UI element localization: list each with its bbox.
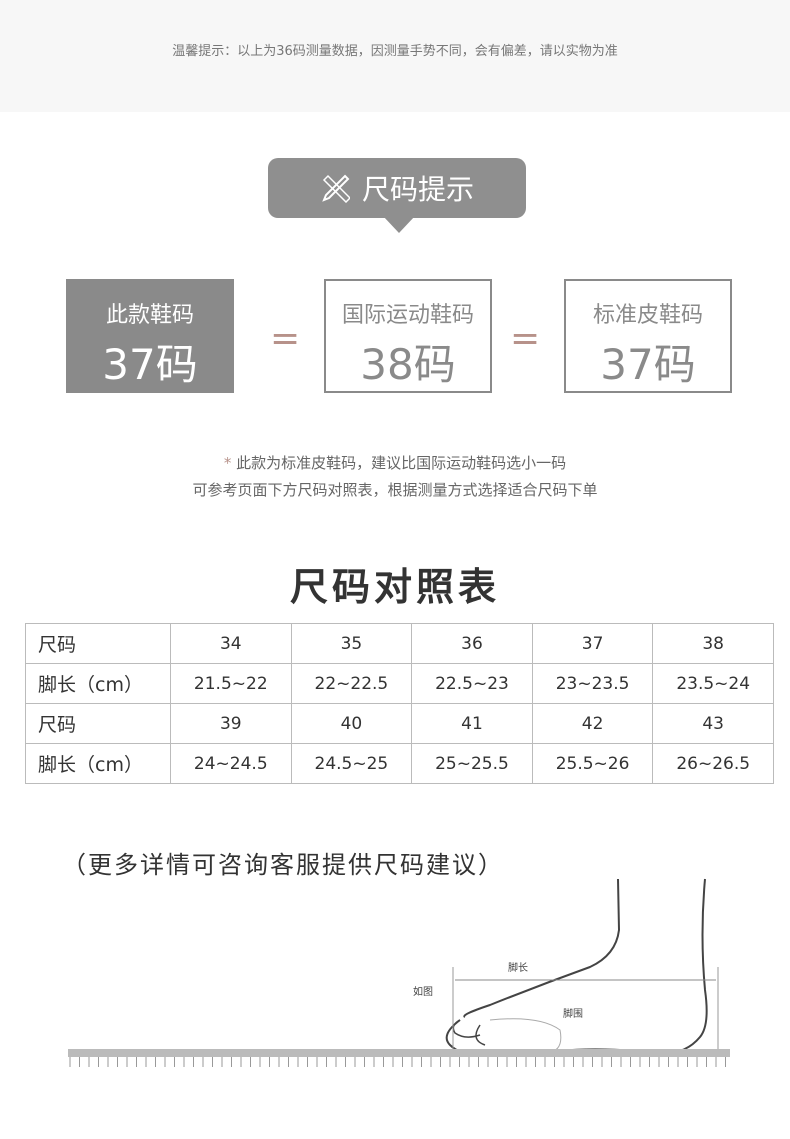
table-cell: 21.5~22 xyxy=(170,663,292,704)
ruler xyxy=(68,1049,730,1057)
note-line-1: * 此款为标准皮鞋码，建议比国际运动鞋码选小一码 xyxy=(0,452,790,473)
table-cell: 23.5~24 xyxy=(652,663,774,704)
this-shoe-size-box: 此款鞋码 37码 xyxy=(66,279,234,393)
row-header: 脚长（cm） xyxy=(25,743,171,784)
size-label: 此款鞋码 xyxy=(105,303,194,328)
table-cell: 40 xyxy=(290,703,413,744)
note-line-2: 可参考页面下方尺码对照表，根据测量方式选择适合尺码下单 xyxy=(192,481,598,499)
notice-band: 温馨提示：以上为36码测量数据，因测量手势不同，会有偏差，请以实物为准 xyxy=(0,0,790,112)
table-cell: 43 xyxy=(652,703,774,744)
table-cell: 25.5~26 xyxy=(531,743,654,784)
footer-text: （更多详情可咨询客服提供尺码建议） xyxy=(62,851,504,879)
equals-sign: = xyxy=(510,318,541,359)
size-value: 37码 xyxy=(600,340,696,389)
asterisk: * xyxy=(223,454,232,472)
size-table: 尺码 34 35 36 37 38 脚长（cm） 21.5~22 22~22.5 22.5~23 2… xyxy=(25,623,774,784)
size-value: 37码 xyxy=(102,340,198,389)
notice-text: 温馨提示：以上为36码测量数据，因测量手势不同，会有偏差，请以实物为准 xyxy=(172,44,618,59)
table-row: 脚长（cm） 21.5~22 22~22.5 22.5~23 23~23.5 23.5~2… xyxy=(25,663,774,704)
row-header: 脚长（cm） xyxy=(25,663,171,704)
table-cell: 24.5~25 xyxy=(290,743,413,784)
size-chart-title: 尺码对照表 xyxy=(289,565,500,609)
table-cell: 34 xyxy=(170,623,292,664)
intl-sports-size-box: 国际运动鞋码 38码 xyxy=(324,279,492,393)
table-row: 尺码 34 35 36 37 38 xyxy=(25,623,774,664)
table-cell: 42 xyxy=(531,703,654,744)
size-value: 38码 xyxy=(360,340,456,389)
ruler-pencil-icon xyxy=(322,174,350,203)
table-cell: 36 xyxy=(411,623,533,664)
table-row: 脚长（cm） 24~24.5 24.5~25 25~25.5 25.5~26 26~26.… xyxy=(25,743,774,784)
table-cell: 22~22.5 xyxy=(290,663,413,704)
table-cell: 41 xyxy=(411,703,533,744)
equals-sign: = xyxy=(270,318,301,359)
as-shown-label: 如图 xyxy=(413,985,433,998)
size-label: 标准皮鞋码 xyxy=(592,303,703,328)
table-cell: 25~25.5 xyxy=(411,743,533,784)
length-label: 脚长 xyxy=(508,961,528,974)
size-tip-banner: 尺码提示 xyxy=(268,158,526,233)
size-label: 国际运动鞋码 xyxy=(341,303,474,328)
ruler-ticks xyxy=(69,1057,726,1067)
table-cell: 22.5~23 xyxy=(411,663,533,704)
table-cell: 38 xyxy=(652,623,774,664)
banner-label: 尺码提示 xyxy=(361,173,474,206)
table-cell: 37 xyxy=(531,623,654,664)
table-cell: 35 xyxy=(290,623,413,664)
table-cell: 26~26.5 xyxy=(652,743,774,784)
row-header: 尺码 xyxy=(25,703,171,744)
table-cell: 23~23.5 xyxy=(531,663,654,704)
table-row: 尺码 39 40 41 42 43 xyxy=(25,703,774,744)
table-cell: 24~24.5 xyxy=(170,743,292,784)
note-text: 此款为标准皮鞋码，建议比国际运动鞋码选小一码 xyxy=(236,454,567,472)
standard-leather-size-box: 标准皮鞋码 37码 xyxy=(564,279,732,393)
foot-measure-diagram: 脚长 如图 脚围 xyxy=(68,878,730,1067)
table-cell: 39 xyxy=(170,703,292,744)
row-header: 尺码 xyxy=(25,623,171,664)
girth-label: 脚围 xyxy=(563,1007,583,1020)
